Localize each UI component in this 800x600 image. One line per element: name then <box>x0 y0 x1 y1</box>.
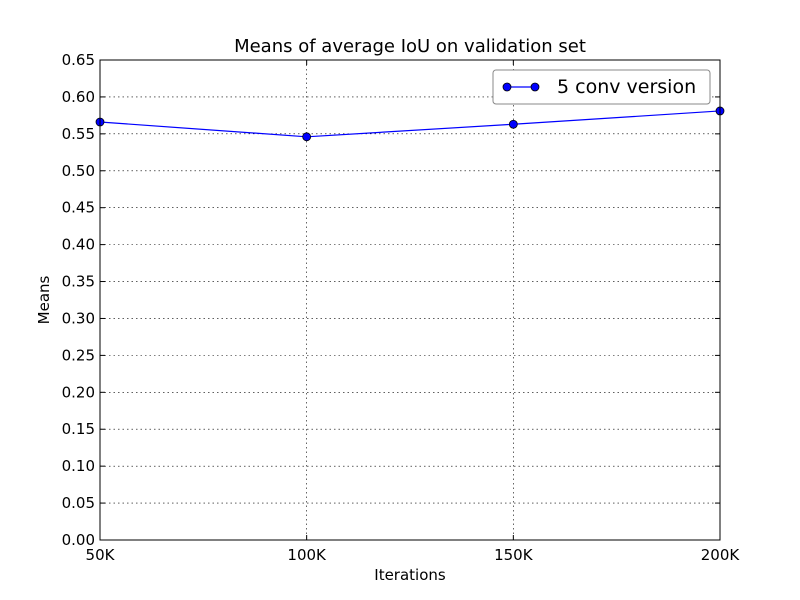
y-tick-label: 0.45 <box>62 199 95 217</box>
y-tick-label: 0.30 <box>62 309 95 327</box>
grid-lines <box>100 60 720 540</box>
legend-marker-left <box>502 82 512 92</box>
y-tick-label: 0.55 <box>62 125 95 143</box>
axis-tick-labels: 0.00 0.05 0.10 0.15 0.20 0.25 0.30 0.35 0.40 0.45… <box>62 51 741 564</box>
axis-ticks <box>99 59 721 541</box>
data-point <box>508 119 518 129</box>
x-tick-label: 200K <box>701 546 741 564</box>
y-tick-label: 0.35 <box>62 273 95 291</box>
legend-marker-right <box>530 82 540 92</box>
y-tick-label: 0.60 <box>62 88 95 106</box>
y-tick-label: 0.25 <box>62 346 95 364</box>
y-tick-label: 0.10 <box>62 457 95 475</box>
legend-label: 5 conv version <box>557 76 696 98</box>
legend: 5 conv version <box>492 69 711 105</box>
data-point <box>302 132 312 142</box>
x-tick-label: 100K <box>287 546 327 564</box>
y-tick-label: 0.05 <box>62 494 95 512</box>
y-tick-label: 0.20 <box>62 383 95 401</box>
legend-box <box>492 69 711 105</box>
plot-frame <box>99 59 721 541</box>
y-tick-label: 0.00 <box>62 531 95 549</box>
x-axis-title: Iterations <box>374 566 446 584</box>
y-tick-label: 0.50 <box>62 162 95 180</box>
y-tick-label: 0.40 <box>62 236 95 254</box>
chart-title: Means of average IoU on validation set <box>234 36 586 57</box>
series-layer <box>95 106 725 142</box>
series-line <box>99 110 721 138</box>
y-tick-label: 0.15 <box>62 420 95 438</box>
y-tick-label: 0.65 <box>62 51 95 69</box>
x-tick-label: 150K <box>494 546 534 564</box>
y-axis-title: Means <box>35 275 53 324</box>
x-tick-label: 50K <box>86 546 116 564</box>
